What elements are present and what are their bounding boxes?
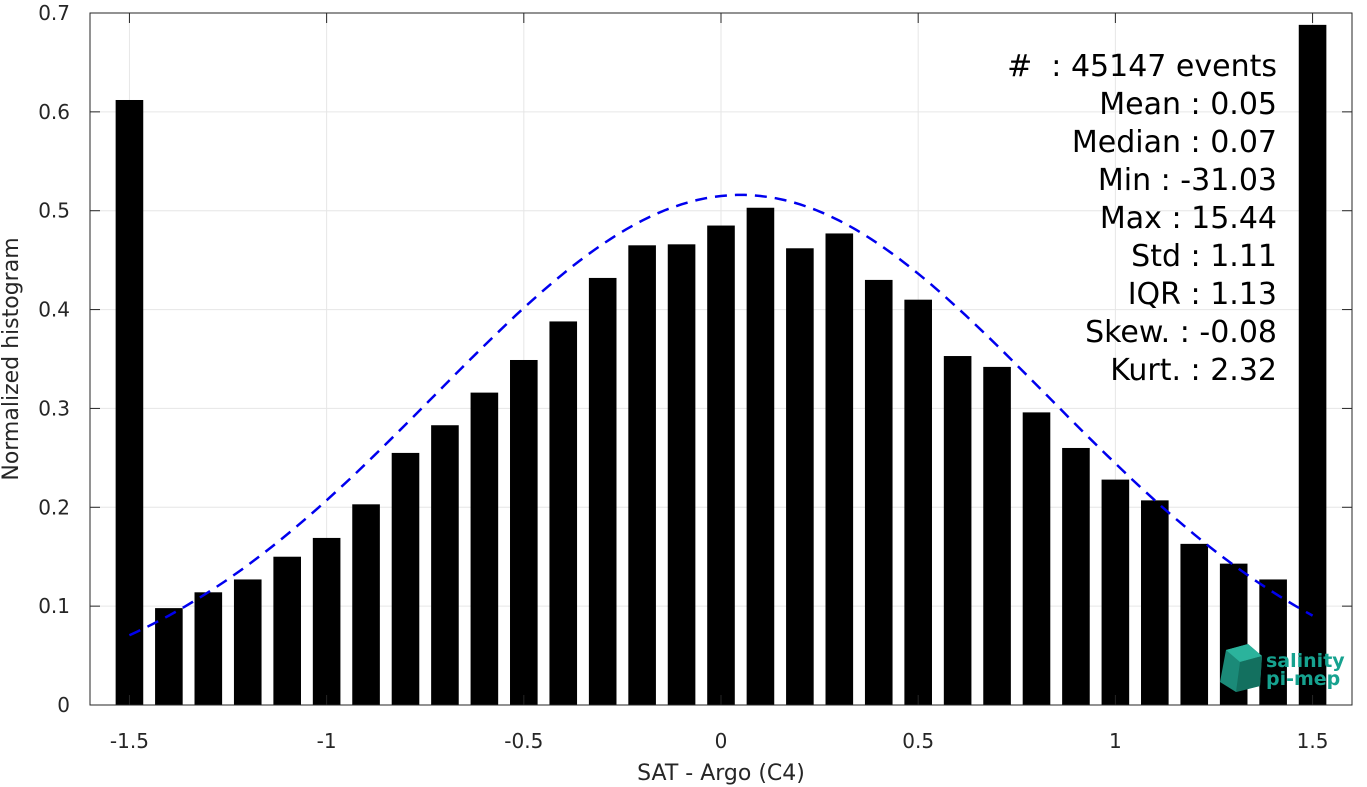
logo-text-line2: pi-mep xyxy=(1266,668,1340,690)
x-tick-label: -1.5 xyxy=(110,729,149,753)
histogram-bar xyxy=(1062,447,1090,705)
y-axis-title: Normalized histogram xyxy=(0,237,24,480)
x-tick-label: 0.5 xyxy=(902,729,934,753)
x-tick-label: 1 xyxy=(1109,729,1122,753)
histogram-bar xyxy=(707,225,735,706)
statistic-line: Mean : 0.05 xyxy=(1099,87,1277,122)
y-tick-label: 0.1 xyxy=(38,594,70,618)
histogram-bar xyxy=(1298,24,1327,706)
histogram-bar xyxy=(746,207,775,705)
histogram-bar xyxy=(628,245,656,706)
x-tick-label: -0.5 xyxy=(504,729,543,753)
y-tick-label: 0.4 xyxy=(38,298,70,322)
histogram-bar xyxy=(825,233,854,706)
statistic-line: Kurt. : 2.32 xyxy=(1110,353,1277,388)
histogram-bar xyxy=(431,425,459,705)
histogram-bar xyxy=(983,366,1011,705)
histogram-bars xyxy=(115,24,1327,706)
histogram-bar xyxy=(194,592,223,705)
histogram-bar xyxy=(1180,543,1209,705)
histogram-bar xyxy=(904,299,932,705)
logo-text-line1: salinity xyxy=(1266,650,1345,672)
histogram-bar xyxy=(1022,412,1051,705)
y-tick-label: 0.5 xyxy=(38,199,70,223)
statistic-line: Min : -31.03 xyxy=(1098,163,1277,198)
histogram-bar xyxy=(1141,500,1169,705)
x-tick-label: 0 xyxy=(715,729,728,753)
histogram-bar xyxy=(667,244,696,705)
statistic-line: Skew. : -0.08 xyxy=(1085,315,1277,350)
histogram-bar xyxy=(273,556,301,705)
y-tick-label: 0.3 xyxy=(38,396,70,420)
histogram-bar xyxy=(115,99,144,706)
gaussian-fit-curve xyxy=(128,193,1314,637)
y-tick-label: 0.7 xyxy=(38,1,70,25)
axis-tick-labels: -1.5 -1 -0.5 0 0.5 1 1.5 0 0.1 0.2 0.3 0.4 0.5 0.6 0.7 xyxy=(38,1,1328,753)
statistic-line: Max : 15.44 xyxy=(1100,201,1277,236)
histogram-bar xyxy=(312,537,341,705)
histogram-bar xyxy=(943,356,972,705)
histogram-bar xyxy=(1101,479,1130,705)
histogram-bar xyxy=(588,277,617,705)
x-tick-label: -1 xyxy=(317,729,337,753)
y-tick-label: 0.6 xyxy=(38,100,70,124)
statistic-line: Median : 0.07 xyxy=(1072,125,1277,160)
x-axis-title: SAT - Argo (C4) xyxy=(637,761,805,786)
histogram-bar xyxy=(155,608,183,705)
histogram-bar xyxy=(549,321,578,705)
y-tick-label: 0.2 xyxy=(38,495,70,519)
x-tick-label: 1.5 xyxy=(1297,729,1329,753)
histogram-bar xyxy=(352,504,380,705)
histogram-bar xyxy=(864,279,893,705)
histogram-bar xyxy=(1259,579,1287,705)
y-tick-label: 0 xyxy=(57,693,70,717)
histogram-bar xyxy=(470,392,499,705)
histogram-bar xyxy=(786,248,814,705)
statistic-line: IQR : 1.13 xyxy=(1128,277,1277,312)
histogram-bar xyxy=(391,452,420,705)
statistic-line: Std : 1.11 xyxy=(1131,239,1277,274)
salinity-pi-mep-logo: salinity pi-mep xyxy=(1220,644,1345,692)
histogram-bar xyxy=(233,579,262,705)
statistic-line: # : 45147 events xyxy=(1007,49,1277,84)
histogram-bar xyxy=(510,359,538,705)
axis-ticks xyxy=(90,12,1352,706)
